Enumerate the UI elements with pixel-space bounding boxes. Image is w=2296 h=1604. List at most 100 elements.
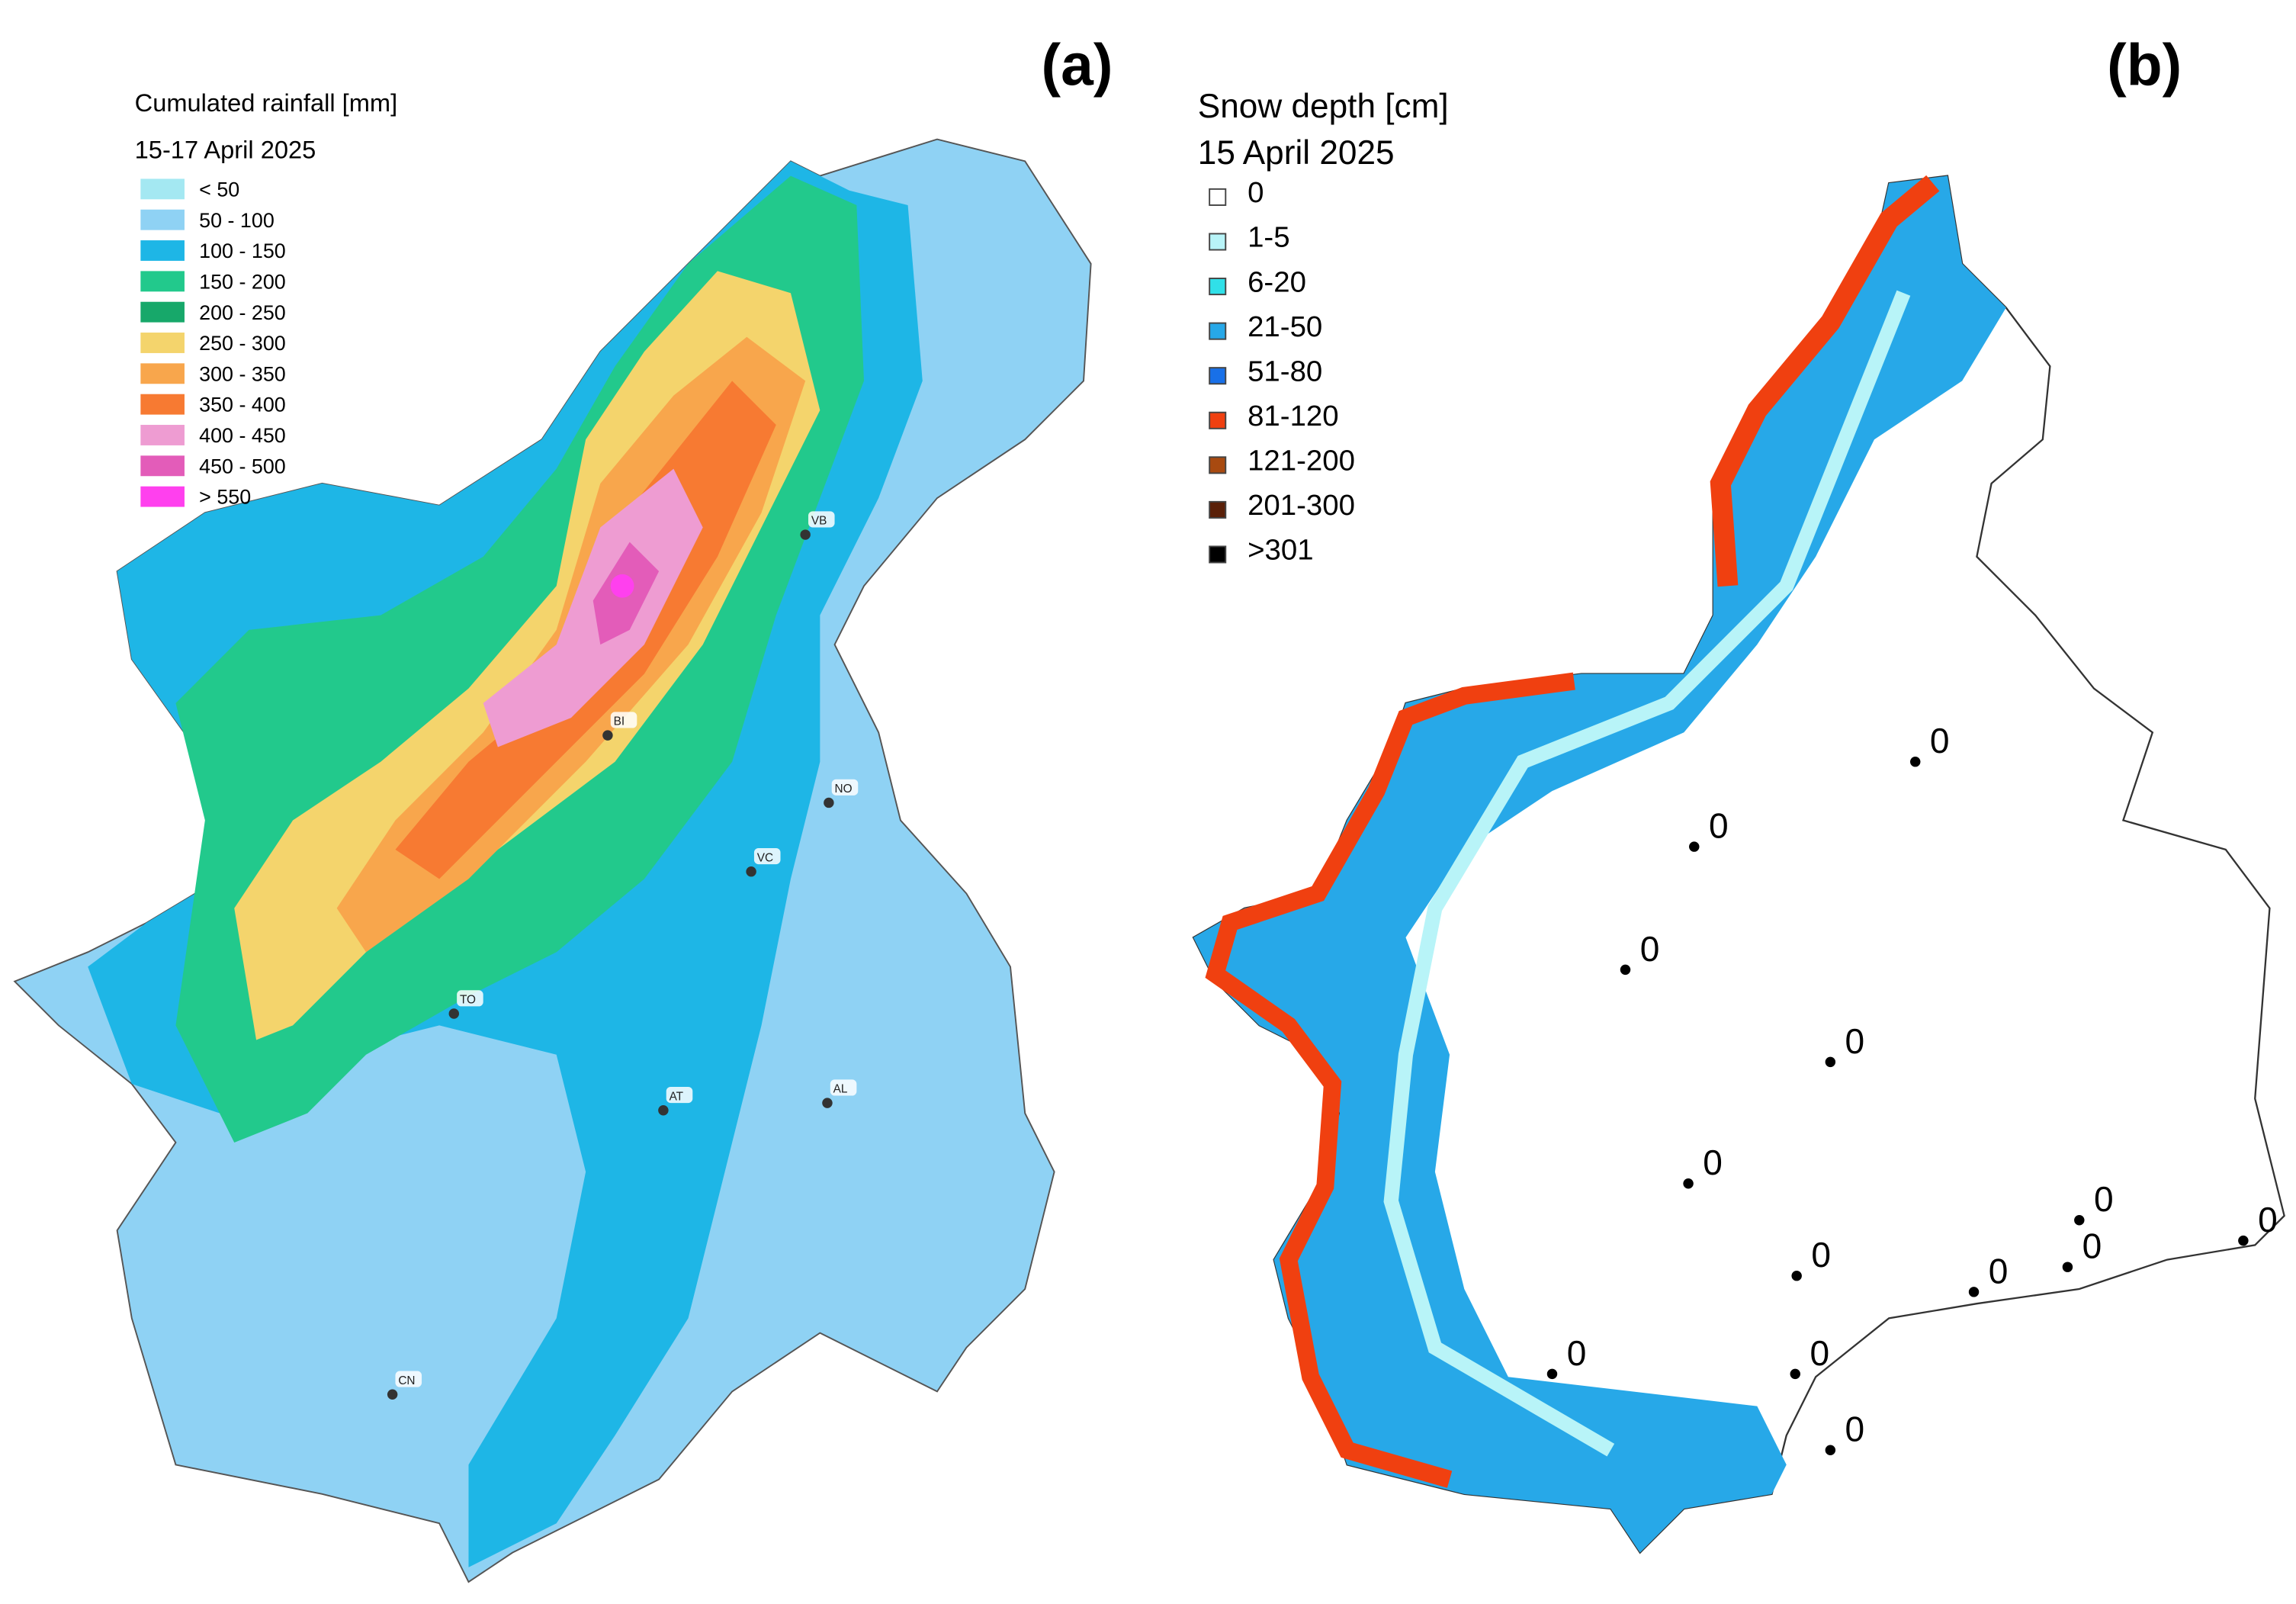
legend-label: 121-200	[1248, 445, 1355, 477]
city-marker	[602, 730, 613, 741]
legend-label: 1-5	[1248, 221, 1290, 254]
legend-swatch	[1209, 322, 1227, 340]
legend-label: 450 - 500	[199, 455, 286, 477]
city-label-bg	[753, 847, 781, 865]
station-marker	[2062, 1262, 2073, 1272]
band-400	[483, 468, 703, 747]
city-label-bg	[666, 1086, 693, 1104]
city-label-bg	[830, 1079, 857, 1096]
city-label-bg	[610, 712, 637, 728]
legend-swatch	[1209, 411, 1227, 429]
legend-label: 350 - 400	[199, 394, 286, 416]
legend-swatch	[140, 455, 185, 477]
station-marker	[1825, 1056, 1836, 1068]
station-value: 0	[2082, 1226, 2102, 1266]
legend-label: > 550	[199, 486, 251, 509]
panel-label: (a)	[1042, 33, 1113, 98]
city-marker	[824, 797, 834, 808]
snow-high	[1710, 175, 1940, 587]
snow-high-west	[1205, 672, 1575, 1488]
legend-swatch	[1209, 188, 1227, 206]
legend-swatch	[140, 178, 185, 200]
city-label: BI	[614, 715, 625, 728]
legend-swatch	[1209, 233, 1227, 251]
station-value: 0	[1810, 1333, 1829, 1373]
legend-label: 50 - 100	[199, 209, 275, 232]
legend-swatch	[1209, 500, 1227, 519]
city-label: CN	[398, 1374, 415, 1387]
legend-title: Cumulated rainfall [mm]	[135, 88, 398, 117]
legend-swatch	[140, 363, 185, 384]
legend-swatch	[1209, 545, 1227, 564]
station-value: 0	[1703, 1143, 1723, 1182]
legend-label: 21-50	[1248, 310, 1322, 343]
legend-swatch	[140, 333, 185, 353]
legend-label: 300 - 350	[199, 362, 286, 385]
city-marker	[822, 1098, 833, 1108]
panel-label: (b)	[2107, 33, 2182, 98]
legend-swatch	[140, 271, 185, 292]
legend-label: 400 - 450	[199, 424, 286, 447]
station-marker	[1968, 1287, 1980, 1297]
legend-swatch	[140, 240, 185, 261]
legend-title: Snow depth [cm]	[1198, 88, 1449, 125]
city-marker	[746, 866, 756, 877]
station-marker	[1790, 1368, 1800, 1380]
legend-label: 201-300	[1248, 489, 1355, 522]
station-value: 0	[1930, 721, 1950, 760]
legend-label: 200 - 250	[199, 301, 286, 324]
legend-subtitle: 15-17 April 2025	[135, 136, 316, 164]
legend-swatch	[140, 301, 185, 323]
station-marker	[2238, 1235, 2249, 1246]
station-marker	[2074, 1215, 2085, 1226]
city-label-bg	[457, 990, 483, 1007]
legend-label: 100 - 150	[199, 239, 286, 262]
city-label-bg	[395, 1371, 422, 1387]
city-label: VB	[811, 515, 827, 528]
station-value: 0	[1709, 806, 1729, 846]
snow-map	[1192, 175, 2285, 1554]
city-marker	[658, 1104, 669, 1116]
city-label-bg	[808, 511, 835, 528]
station-value: 0	[1989, 1251, 2009, 1291]
city-label: AL	[833, 1083, 848, 1096]
city-marker	[387, 1389, 398, 1400]
station-marker	[1546, 1368, 1558, 1380]
station-marker	[1620, 964, 1631, 976]
legend-swatch	[140, 394, 185, 415]
station-marker	[1683, 1178, 1694, 1189]
station-value: 0	[1811, 1235, 1831, 1275]
legend-subtitle: 15 April 2025	[1198, 134, 1395, 172]
rainfall-map	[13, 138, 1092, 1583]
legend-swatch	[140, 209, 185, 230]
station-value: 0	[1640, 929, 1660, 969]
station-marker	[1689, 841, 1700, 852]
station-marker	[1910, 756, 1921, 767]
legend-swatch	[1209, 278, 1227, 296]
legend-swatch	[140, 486, 185, 507]
legend-swatch	[1209, 367, 1227, 385]
city-marker	[448, 1008, 460, 1019]
station-marker	[1791, 1270, 1802, 1281]
band-550	[610, 574, 634, 598]
station-value: 0	[1845, 1410, 1865, 1449]
city-label: TO	[460, 994, 476, 1007]
city-label: VC	[757, 851, 773, 864]
station-marker	[1825, 1445, 1836, 1455]
station-value: 0	[2258, 1200, 2278, 1239]
legend-label: 250 - 300	[199, 332, 286, 355]
snow-light	[1383, 290, 1911, 1457]
legend-label: 150 - 200	[199, 270, 286, 293]
city-label-bg	[831, 779, 859, 796]
station-value: 0	[1567, 1333, 1587, 1373]
legend-label: >301	[1248, 534, 1313, 567]
legend-label: 51-80	[1248, 355, 1322, 387]
city-label: AT	[670, 1090, 684, 1103]
station-value: 0	[1845, 1021, 1865, 1061]
legend-label: 81-120	[1248, 400, 1339, 432]
legend-label: < 50	[199, 178, 239, 201]
city-label: NO	[835, 783, 853, 796]
legend-label: 6-20	[1248, 265, 1306, 298]
legend-swatch	[140, 425, 185, 445]
